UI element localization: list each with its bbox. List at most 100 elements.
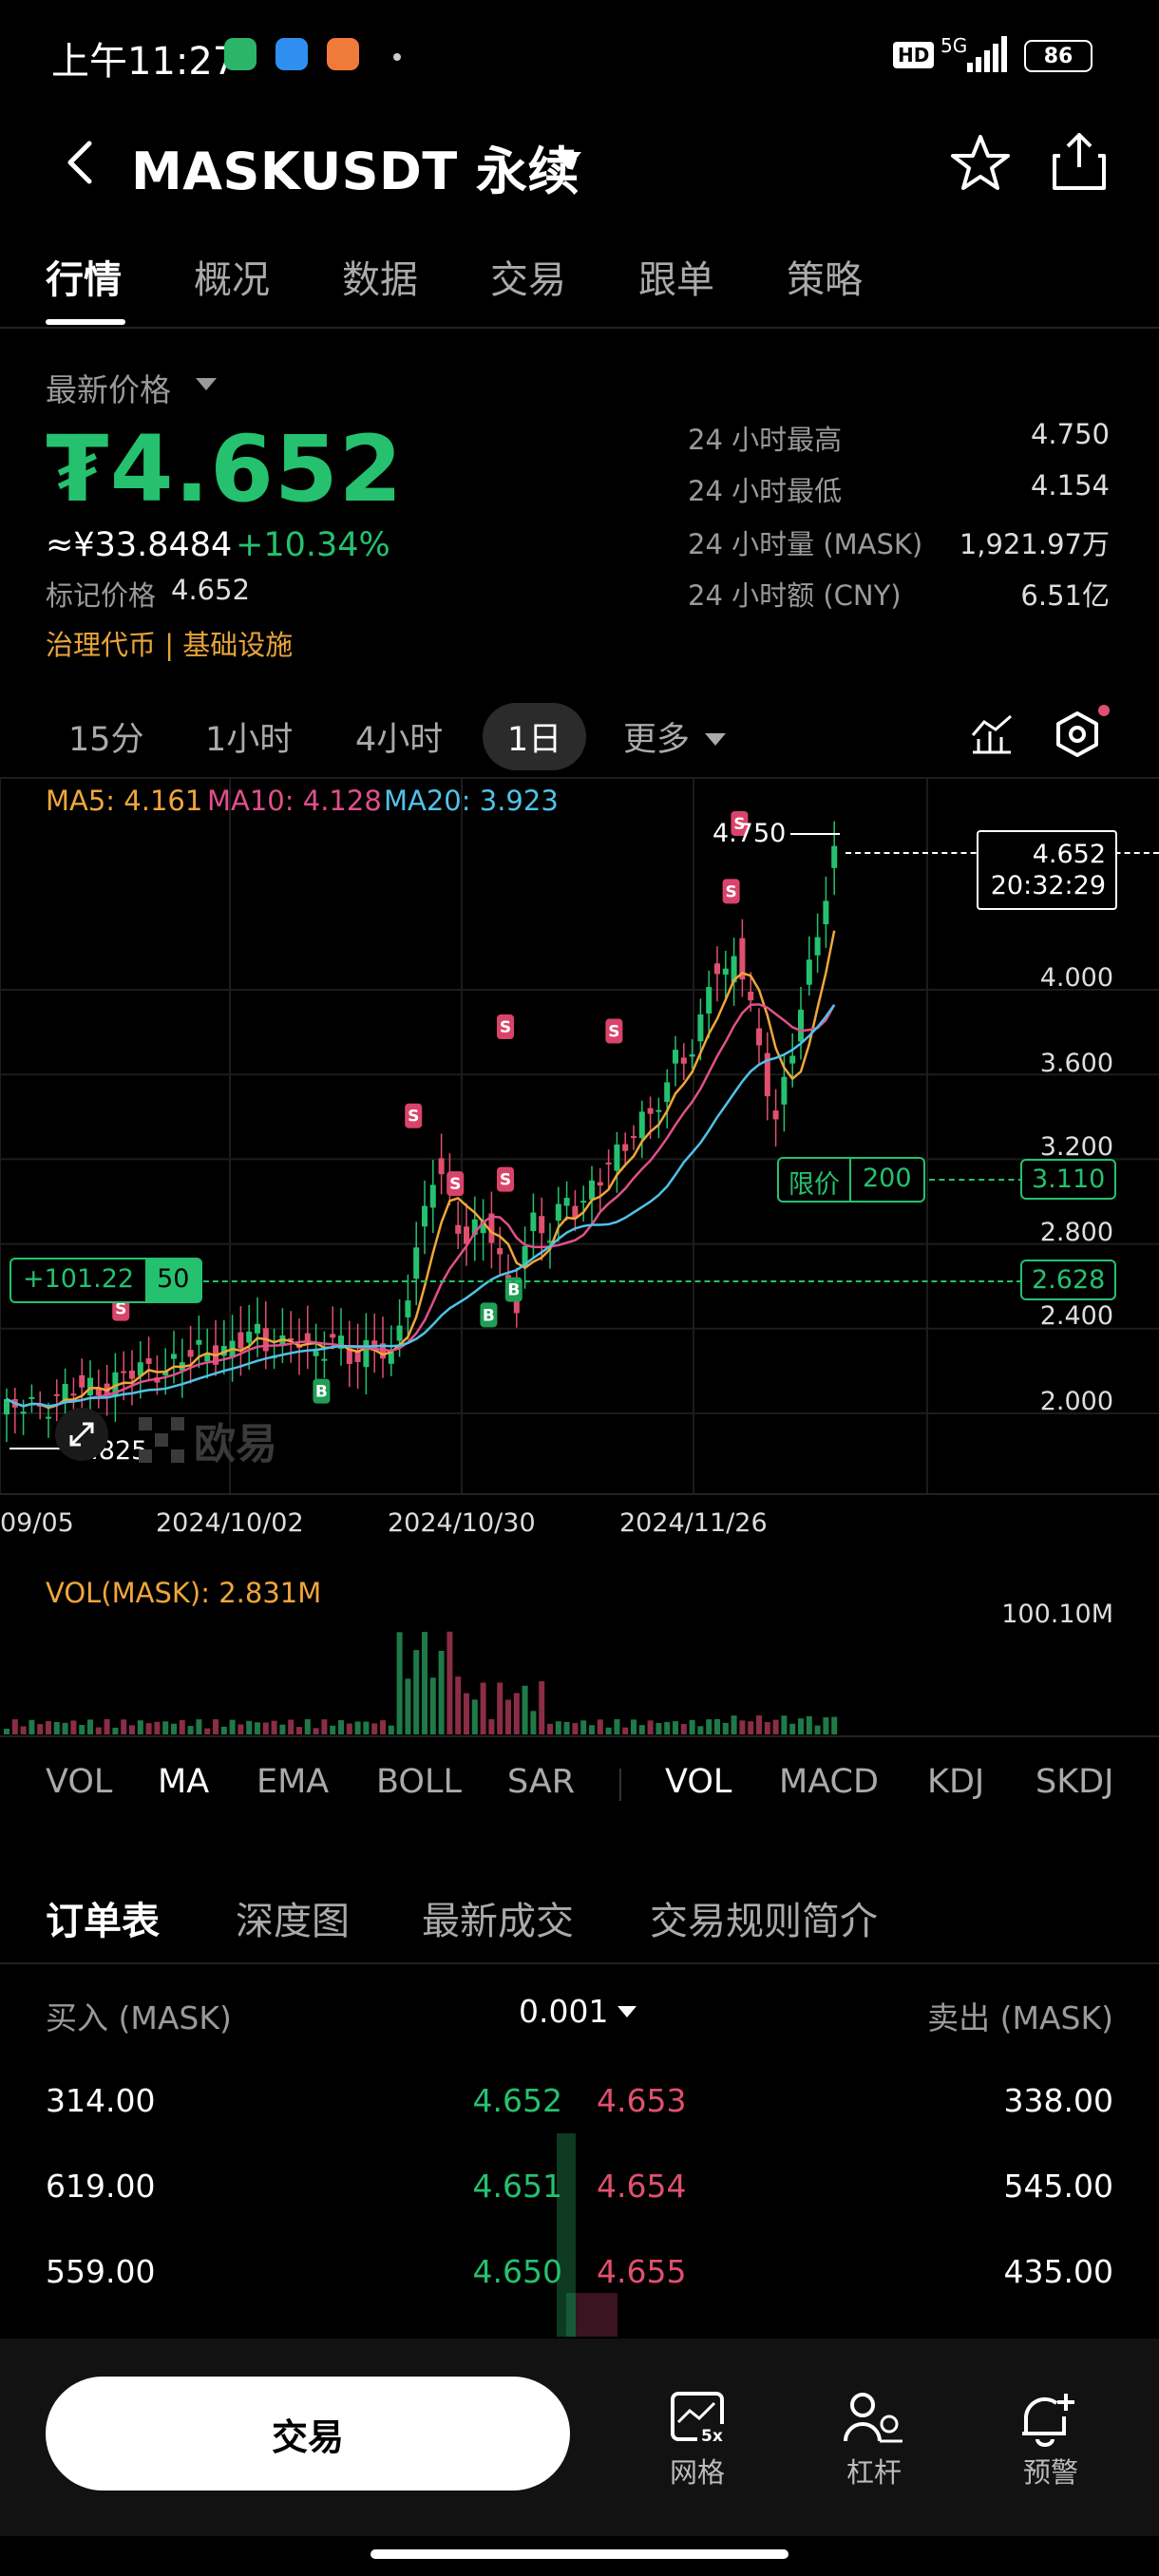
indicator-vol[interactable]: VOL <box>46 1763 113 1801</box>
volume-bar <box>363 1721 370 1734</box>
candle-body <box>288 1338 294 1341</box>
star-icon[interactable] <box>950 133 1011 192</box>
timeframe-15m[interactable]: 15分 <box>68 721 144 759</box>
chart-settings-icon[interactable] <box>1054 710 1100 758</box>
candle-body <box>171 1354 177 1359</box>
candle-body <box>46 1416 51 1419</box>
ask-price[interactable]: 4.653 <box>597 2082 687 2119</box>
candle-body <box>656 1109 662 1112</box>
bid-price[interactable]: 4.650 <box>472 2253 562 2290</box>
sub-indicator-vol[interactable]: VOL <box>665 1763 732 1801</box>
volume-bar <box>731 1715 737 1734</box>
leverage-icon[interactable] <box>836 2390 912 2447</box>
dropdown-caret-icon[interactable] <box>555 152 581 171</box>
timeframe-1h[interactable]: 1小时 <box>205 721 294 759</box>
tab-latest-trades[interactable]: 最新成交 <box>422 1900 574 1943</box>
bid-price[interactable]: 4.651 <box>472 2168 562 2205</box>
ask-qty[interactable]: 545.00 <box>1003 2168 1113 2205</box>
ask-price[interactable]: 4.654 <box>597 2168 687 2205</box>
indicator-boll[interactable]: BOLL <box>376 1763 462 1801</box>
sub-indicator-skdj[interactable]: SKDJ <box>1036 1763 1114 1801</box>
candle-body <box>413 1247 420 1279</box>
candle-body <box>722 968 729 975</box>
notification-dot-icon <box>393 53 401 61</box>
precision-caret-icon[interactable] <box>618 2006 636 2017</box>
ask-qty[interactable]: 338.00 <box>1003 2082 1113 2119</box>
bid-qty[interactable]: 559.00 <box>46 2253 156 2290</box>
volume-bar <box>471 1699 478 1734</box>
sell-marker-label: S <box>449 1175 461 1194</box>
buy-marker <box>313 1378 331 1404</box>
indicator-chart-icon[interactable] <box>969 712 1015 756</box>
tab-copytrade[interactable]: 跟单 <box>638 258 714 302</box>
price-label-caret-icon[interactable] <box>196 378 217 391</box>
volume-bar <box>354 1721 361 1734</box>
last-price: ₮4.652 <box>46 416 404 522</box>
grid-label[interactable]: 网格 <box>669 2456 725 2489</box>
tab-orderbook[interactable]: 订单表 <box>46 1900 160 1943</box>
candle-body <box>480 1221 486 1234</box>
indicator-ma[interactable]: MA <box>158 1763 210 1801</box>
bell-plus-icon[interactable] <box>1013 2390 1089 2447</box>
price-label[interactable]: 最新价格 <box>46 371 171 408</box>
volume-bar <box>563 1721 570 1734</box>
status-time: 上午11:27 <box>51 40 238 84</box>
candle-body <box>547 1241 553 1243</box>
shield-app-icon <box>224 38 256 70</box>
candle-body <box>497 1248 504 1255</box>
expand-chart-icon[interactable] <box>55 1408 108 1461</box>
tab-trading-rules[interactable]: 交易规则简介 <box>650 1900 878 1943</box>
share-icon[interactable] <box>1051 131 1108 192</box>
bid-qty[interactable]: 314.00 <box>46 2082 156 2119</box>
limit-order-tag[interactable]: 限价 200 <box>777 1157 925 1203</box>
volume-bar <box>697 1726 704 1734</box>
timeframe-1d[interactable]: 1日 <box>483 703 587 770</box>
sub-indicator-macd[interactable]: MACD <box>779 1763 879 1801</box>
bid-depth-bar <box>566 2293 576 2337</box>
chevron-left-icon[interactable] <box>61 139 99 186</box>
more-caret-icon[interactable] <box>705 733 726 747</box>
ask-price[interactable]: 4.655 <box>597 2253 687 2290</box>
volume-bar <box>204 1728 211 1734</box>
volume-bar <box>614 1719 620 1734</box>
candle-body <box>605 1162 612 1165</box>
tab-strategy[interactable]: 策略 <box>787 258 863 302</box>
tab-market[interactable]: 行情 <box>46 258 122 302</box>
alert-label[interactable]: 预警 <box>1022 2456 1078 2489</box>
volume-bar <box>187 1726 194 1734</box>
indicator-sar[interactable]: SAR <box>507 1763 576 1801</box>
category-tags[interactable]: 治理代币 | 基础设施 <box>46 629 294 661</box>
tab-trade[interactable]: 交易 <box>490 258 566 302</box>
precision-selector[interactable]: 0.001 <box>519 1993 609 2030</box>
volume-bar <box>279 1724 286 1734</box>
sub-indicator-kdj[interactable]: KDJ <box>927 1763 985 1801</box>
timeframe-4h[interactable]: 4小时 <box>355 721 444 759</box>
chart-top-divider <box>0 777 1159 779</box>
candle-body <box>464 1226 469 1244</box>
trade-button[interactable]: 交易 <box>46 2377 570 2491</box>
stat-turnover-value: 6.51亿 <box>1020 579 1110 612</box>
candle-body <box>129 1370 135 1379</box>
bid-qty[interactable]: 619.00 <box>46 2168 156 2205</box>
grid-badge: 5x <box>701 2427 723 2446</box>
instrument-title[interactable]: MASKUSDT 永续 <box>131 142 580 201</box>
tab-depth-chart[interactable]: 深度图 <box>236 1900 350 1943</box>
sell-marker <box>405 1103 423 1128</box>
ask-qty[interactable]: 435.00 <box>1003 2253 1113 2290</box>
position-tag[interactable]: +101.22 50 <box>10 1258 203 1303</box>
candle-body <box>313 1351 319 1356</box>
indicator-ema[interactable]: EMA <box>256 1763 330 1801</box>
volume-bar <box>589 1725 595 1734</box>
watermark-logo: 欧易 <box>139 1410 277 1470</box>
tab-data[interactable]: 数据 <box>342 258 418 302</box>
leverage-label[interactable]: 杠杆 <box>846 2456 902 2489</box>
x-tick-label: 2024/10/30 <box>388 1508 536 1538</box>
tab-overview[interactable]: 概况 <box>194 258 270 302</box>
volume-bar <box>455 1676 462 1734</box>
candle-body <box>673 1050 678 1064</box>
candlestick-chart[interactable]: S B S S B S B S S S S <box>0 777 1159 1556</box>
timeframe-more[interactable]: 更多 <box>623 721 691 759</box>
home-indicator[interactable] <box>370 2549 788 2559</box>
bid-price[interactable]: 4.652 <box>472 2082 562 2119</box>
grid-bot-icon[interactable]: 5x <box>659 2390 735 2447</box>
